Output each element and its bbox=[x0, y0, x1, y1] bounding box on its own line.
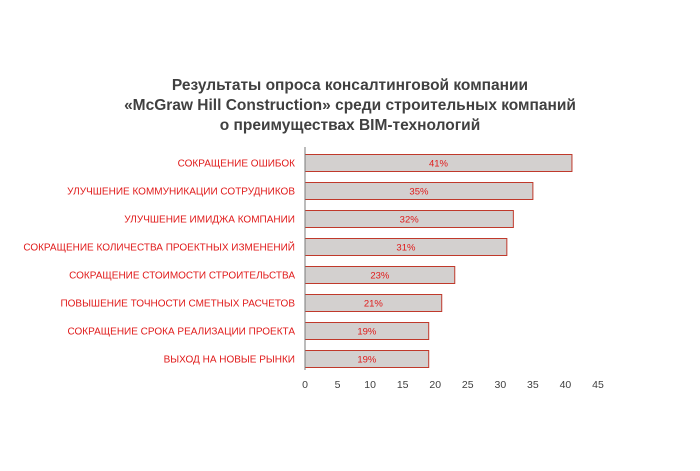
category-label: СОКРАЩЕНИЕ ОШИБОК bbox=[178, 159, 296, 170]
chart-title-line-1: Результаты опроса консалтинговой компани… bbox=[171, 77, 529, 94]
data-label: 23% bbox=[370, 271, 390, 282]
data-label: 21% bbox=[364, 299, 384, 310]
x-tick-label: 45 bbox=[592, 379, 604, 391]
category-label: СОКРАЩЕНИЕ КОЛИЧЕСТВА ПРОЕКТНЫХ ИЗМЕНЕНИ… bbox=[23, 241, 295, 254]
data-label: 35% bbox=[409, 187, 429, 198]
category-label: СОКРАЩЕНИЕ СРОКА РЕАЛИЗАЦИИ ПРОЕКТА bbox=[68, 327, 296, 338]
data-label: 19% bbox=[357, 327, 377, 338]
category-label: СОКРАЩЕНИЕ СТОИМОСТИ СТРОИТЕЛЬСТВА bbox=[69, 271, 295, 282]
x-tick-label: 30 bbox=[494, 379, 506, 391]
x-tick-label: 0 bbox=[302, 379, 308, 391]
x-tick-label: 20 bbox=[429, 379, 441, 391]
x-tick-label: 25 bbox=[462, 379, 474, 391]
data-label: 19% bbox=[357, 355, 377, 366]
data-label: 32% bbox=[400, 215, 420, 226]
chart-title: Результаты опроса консалтинговой компани… bbox=[0, 76, 700, 136]
category-label: ПОВЫШЕНИЕ ТОЧНОСТИ СМЕТНЫХ РАСЧЕТОВ bbox=[60, 299, 295, 310]
data-label: 31% bbox=[396, 243, 416, 254]
category-label: ВЫХОД НА НОВЫЕ РЫНКИ bbox=[164, 355, 295, 366]
x-tick-label: 35 bbox=[527, 379, 539, 391]
x-tick-label: 40 bbox=[560, 379, 572, 391]
category-label: УЛУЧШЕНИЕ ИМИДЖА КОМПАНИИ bbox=[124, 215, 295, 226]
x-tick-label: 10 bbox=[364, 379, 376, 391]
data-label: 41% bbox=[429, 159, 449, 170]
x-tick-label: 5 bbox=[335, 379, 341, 391]
x-tick-label: 15 bbox=[397, 379, 409, 391]
chart-title-line-2: «McGraw Hill Construction» среди строите… bbox=[124, 97, 576, 114]
chart-title-line-3: о преимуществах BIM-технологий bbox=[219, 117, 481, 134]
category-label: УЛУЧШЕНИЕ КОММУНИКАЦИИ СОТРУДНИКОВ bbox=[67, 187, 295, 198]
